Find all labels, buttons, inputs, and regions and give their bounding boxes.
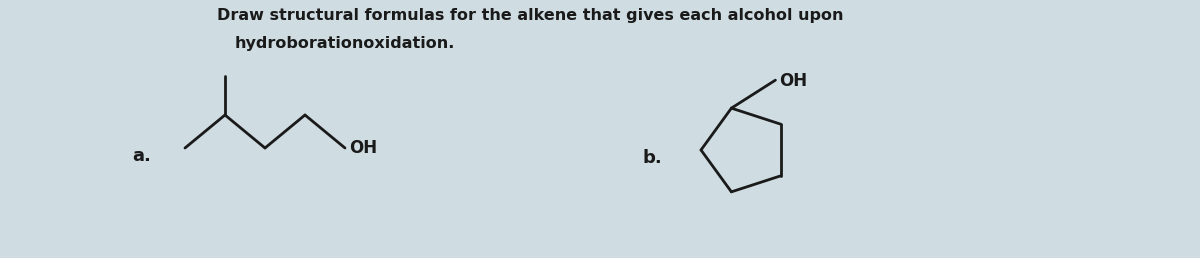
Text: a.: a. [132, 147, 151, 165]
Text: b.: b. [642, 149, 662, 167]
Text: Draw structural formulas for the alkene that gives each alcohol upon: Draw structural formulas for the alkene … [217, 8, 844, 23]
Text: OH: OH [349, 139, 377, 157]
Text: OH: OH [780, 72, 808, 90]
Text: hydroborationoxidation.: hydroborationoxidation. [235, 36, 455, 51]
